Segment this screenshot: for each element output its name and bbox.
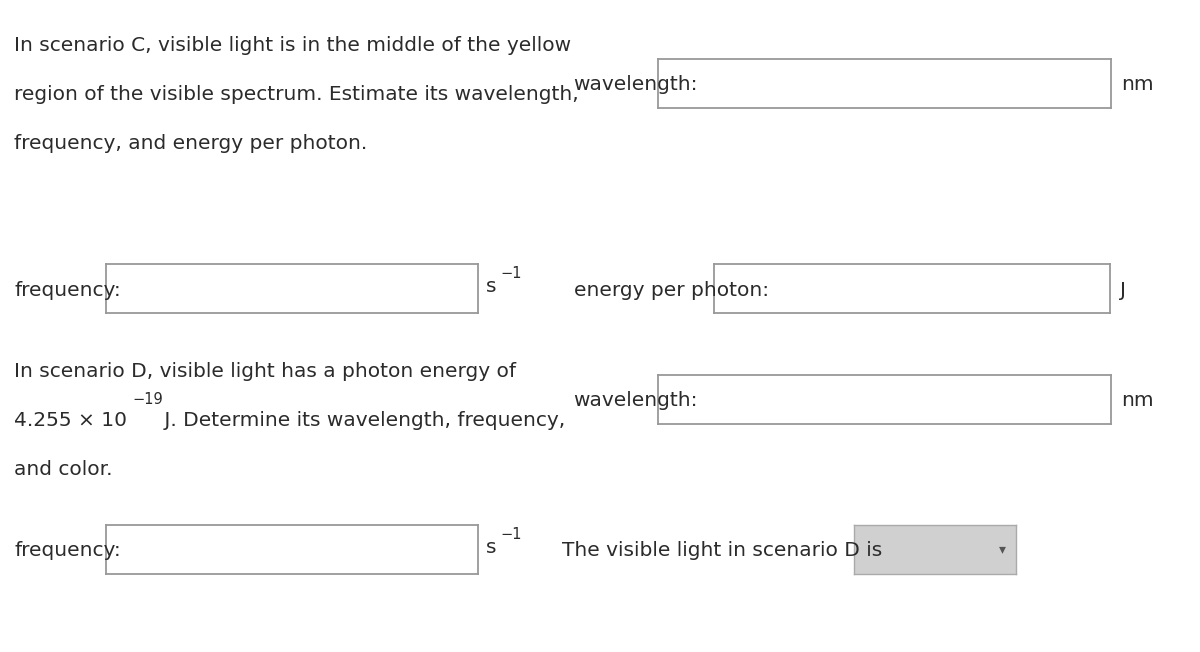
Text: −1: −1 — [500, 527, 522, 542]
Text: In scenario C, visible light is in the middle of the yellow: In scenario C, visible light is in the m… — [14, 36, 571, 55]
Text: energy per photon:: energy per photon: — [574, 280, 769, 300]
Text: wavelength:: wavelength: — [574, 75, 698, 95]
Text: region of the visible spectrum. Estimate its wavelength,: region of the visible spectrum. Estimate… — [14, 85, 580, 104]
Text: In scenario D, visible light has a photon energy of: In scenario D, visible light has a photo… — [14, 362, 516, 381]
Text: frequency:: frequency: — [14, 280, 121, 300]
Text: wavelength:: wavelength: — [574, 391, 698, 411]
Text: s: s — [486, 277, 497, 297]
Text: The visible light in scenario D is: The visible light in scenario D is — [562, 541, 882, 561]
Text: J. Determine its wavelength, frequency,: J. Determine its wavelength, frequency, — [158, 411, 565, 430]
Text: frequency, and energy per photon.: frequency, and energy per photon. — [14, 134, 367, 153]
Text: J: J — [1120, 280, 1126, 300]
Text: and color.: and color. — [14, 460, 113, 479]
Text: −1: −1 — [500, 266, 522, 282]
Text: ▾: ▾ — [998, 542, 1006, 556]
Text: s: s — [486, 538, 497, 557]
Text: −19: −19 — [132, 391, 163, 407]
Text: 4.255 × 10: 4.255 × 10 — [14, 411, 127, 430]
Text: nm: nm — [1121, 391, 1153, 411]
Text: frequency:: frequency: — [14, 541, 121, 561]
Text: nm: nm — [1121, 75, 1153, 95]
